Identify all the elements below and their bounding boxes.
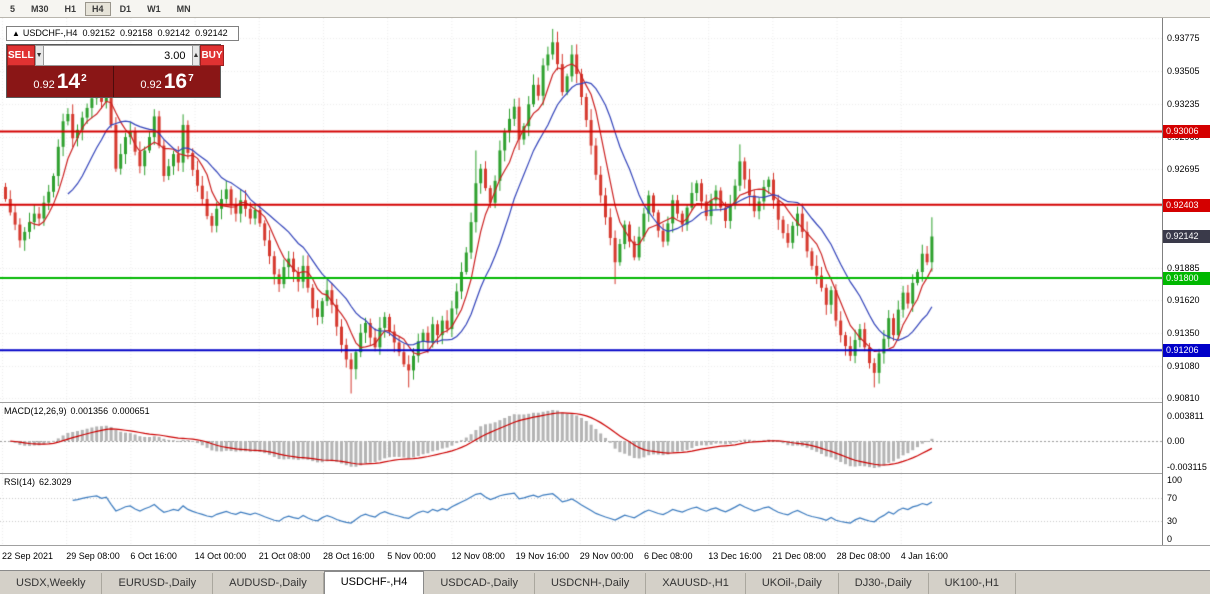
price-axis-tick: 0.91080 [1167,360,1200,371]
price-axis-tick: 0.93505 [1167,65,1200,76]
price-axis-tick: 0.91885 [1167,262,1200,273]
price-axis-tick: 0 [1167,533,1173,544]
current-price-label: 0.92142 [1163,230,1210,244]
time-axis-label: 28 Oct 16:00 [323,551,375,561]
price-axis-tick: 70 [1167,492,1178,503]
time-axis-label: 12 Nov 08:00 [451,551,505,561]
time-axis-label: 14 Oct 00:00 [194,551,247,561]
chart-tab-audusd-daily[interactable]: AUDUSD-,Daily [213,573,324,594]
price-axis[interactable]: 0.937750.935050.932350.929600.926950.918… [1162,18,1210,545]
price-axis-tick: 30 [1167,515,1178,526]
price-axis-tick: 0.92695 [1167,164,1200,175]
level-price-label: 0.92403 [1163,198,1210,212]
chevron-up-icon: ▲ [192,52,200,59]
price-axis-tick: 0.00 [1167,436,1185,446]
ohlc-close: 0.92142 [195,28,228,38]
timeframe-button-m30[interactable]: M30 [31,3,49,14]
time-axis-label: 21 Dec 08:00 [772,551,826,561]
ohlc-low: 0.92142 [157,28,191,38]
time-axis-label: 4 Jan 16:00 [900,551,948,561]
chart-tab-usdx-weekly[interactable]: USDX,Weekly [0,573,103,594]
rsi-pane-canvas[interactable] [0,474,1162,545]
rsi-value: 62.3029 [39,477,72,487]
macd-indicator-label: MACD(12,26,9) 0.001356 0.000651 [4,406,154,416]
price-axis-tick: 0.003811 [1167,411,1204,422]
lot-decrease-button[interactable]: ▼ [34,45,44,66]
level-price-label: 0.91206 [1163,344,1210,358]
level-price-label: 0.91800 [1163,272,1210,286]
macd-name: MACD(12,26,9) [4,406,67,416]
time-axis-label: 5 Nov 00:00 [387,551,436,561]
pane-separator [0,545,1210,546]
chart-tab-usdchf-h4[interactable]: USDCHF-,H4 [323,571,425,594]
buy-button[interactable]: BUY [200,45,224,66]
time-axis-label: 6 Oct 16:00 [130,551,177,561]
sell-price-pips: 14 [56,70,81,93]
chart-tab-eurusd-daily[interactable]: EURUSD-,Daily [102,573,214,594]
time-axis[interactable]: 22 Sep 2021 29 Sep 08:00 6 Oct 16:00 14 Oct… [0,546,1162,570]
timeframe-button-h4[interactable]: H4 [85,1,111,16]
rsi-indicator-label: RSI(14) 62.3029 [4,477,76,487]
sell-button[interactable]: SELL [7,45,35,66]
time-axis-label: 28 Dec 08:00 [836,551,891,561]
price-axis-tick: 0.93775 [1167,33,1200,44]
lot-size-input[interactable] [43,45,192,66]
time-axis-label: 29 Sep 08:00 [66,551,120,561]
rsi-name: RSI(14) [4,477,36,487]
timeframe-button-mn[interactable]: MN [176,3,191,14]
time-axis-label: 21 Oct 08:00 [258,551,311,561]
sell-price-base: 0.92 [33,79,55,91]
time-axis-label: 29 Nov 00:00 [579,551,634,561]
price-axis-tick: 0.93235 [1167,98,1200,109]
chart-tab-uk100-h1[interactable]: UK100-,H1 [929,573,1017,594]
timeframe-toolbar: 5 M30 H1 H4 D1 W1 MN [0,0,1210,18]
chart-tab-ukoil-daily[interactable]: UKOil-,Daily [746,573,839,594]
ohlc-open: 0.92152 [82,28,115,38]
time-axis-label: 6 Dec 08:00 [644,551,693,561]
chevron-down-icon: ▼ [35,52,43,59]
buy-price-display[interactable]: 0.92167 [113,66,220,97]
chart-tab-usdcnh-daily[interactable]: USDCNH-,Daily [535,573,647,594]
chart-ohlc-info: ▲ USDCHF-,H4 0.92152 0.92158 0.92142 0.92142 [6,26,239,41]
price-axis-tick: 0.91350 [1167,327,1200,338]
buy-price-point: 7 [188,73,194,84]
buy-price-base: 0.92 [140,79,162,91]
chart-tab-dj30-daily[interactable]: DJ30-,Daily [839,573,929,594]
lot-increase-button[interactable]: ▲ [191,45,201,66]
timeframe-button-w1[interactable]: W1 [147,3,161,14]
sell-price-point: 2 [81,73,87,84]
sell-price-display[interactable]: 0.92142 [7,66,113,97]
one-click-panel-toggle-icon[interactable]: ▲ [12,29,20,38]
pane-separator[interactable] [0,473,1210,474]
chart-tab-xauusd-h1[interactable]: XAUUSD-,H1 [646,573,746,594]
time-axis-label: 22 Sep 2021 [2,551,54,561]
timeframe-button-5[interactable]: 5 [10,3,16,14]
price-axis-tick: 100 [1167,475,1183,485]
timeframe-button-d1[interactable]: D1 [119,3,132,14]
chart-symbol: USDCHF-,H4 [22,28,78,38]
macd-value-main: 0.001356 [70,406,109,416]
chart-tab-usdcad-daily[interactable]: USDCAD-,Daily [424,573,535,594]
macd-value-signal: 0.000651 [112,406,150,416]
chart-tab-bar: USDX,Weekly EURUSD-,Daily AUDUSD-,Daily USD… [0,570,1210,594]
level-price-label: 0.93006 [1163,125,1210,139]
time-axis-label: 13 Dec 16:00 [708,551,762,561]
pane-separator[interactable] [0,402,1210,403]
price-axis-tick: -0.003115 [1167,462,1207,473]
time-axis-label: 19 Nov 16:00 [515,551,570,561]
price-axis-tick: 0.90810 [1167,393,1200,404]
timeframe-button-h1[interactable]: H1 [64,3,77,14]
buy-price-pips: 16 [163,70,188,93]
price-axis-tick: 0.91620 [1167,294,1200,305]
macd-pane-canvas[interactable] [0,403,1162,473]
ohlc-high: 0.92158 [119,28,153,38]
one-click-trading-panel: SELL ▼ ▲ BUY 0.92142 0.92167 [6,44,224,98]
